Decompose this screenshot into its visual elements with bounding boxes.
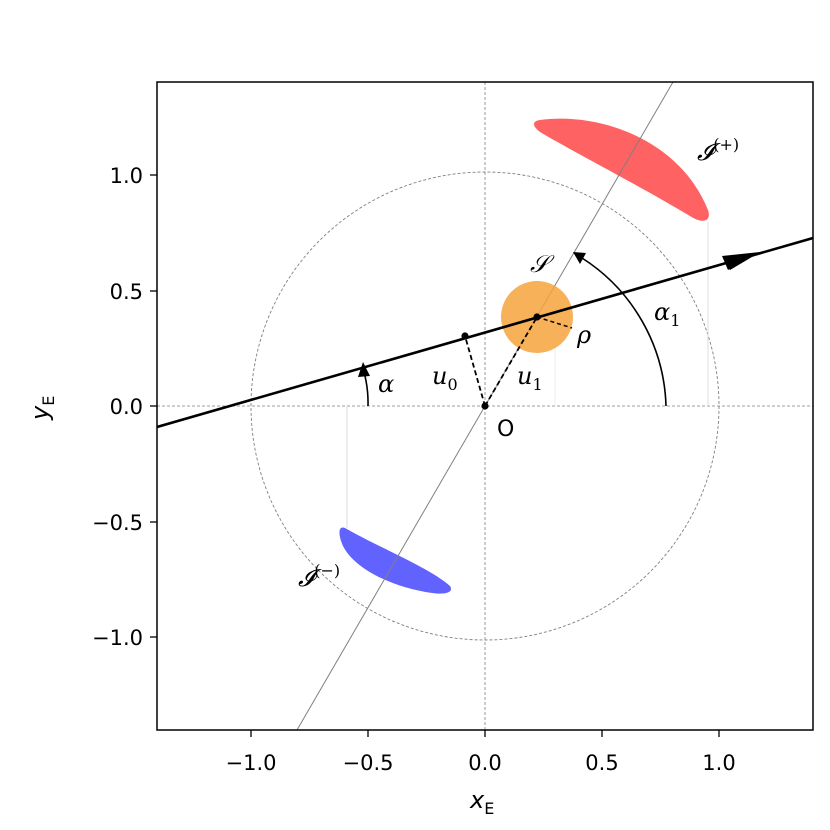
trajectory-arrowhead-fill [722, 252, 760, 270]
rho-label: ρ [576, 321, 591, 349]
alpha1-arc-arrowhead [573, 252, 586, 264]
alpha1-arc [581, 257, 667, 407]
x-axis-title: xE [469, 786, 494, 818]
alpha-arc-arrowhead [358, 362, 370, 377]
x-tick-label: −0.5 [343, 751, 394, 775]
y-tick-label: −0.5 [92, 511, 143, 535]
u0-label: u0 [432, 362, 458, 394]
x-tick-label: 0.5 [585, 751, 618, 775]
einstein-ring [250, 171, 720, 641]
y-tick-label: 1.0 [110, 164, 143, 188]
x-tick-label: 0.0 [468, 751, 501, 775]
image-plus-shape [534, 118, 709, 221]
x-tick-label: −1.0 [226, 751, 277, 775]
alpha-label: α [378, 370, 394, 398]
y-tick-label: 0.5 [110, 280, 143, 304]
u0-segment [464, 335, 486, 407]
alpha1-label: α1 [654, 298, 680, 330]
origin-point [481, 402, 489, 410]
y-axis-title-group: yE [26, 396, 58, 421]
x-ticks [250, 730, 720, 737]
y-tick-label: −1.0 [92, 626, 143, 650]
u1-segment [484, 316, 538, 407]
y-tick-label: 0.0 [110, 395, 143, 419]
image-minus-label: 𝓘(−) [298, 561, 340, 592]
y-axis-title: yE [26, 396, 58, 421]
rho-segment [536, 316, 573, 329]
origin-label: O [497, 417, 514, 442]
source-center-point [533, 313, 541, 321]
u0-point [461, 332, 469, 340]
trajectory-line [157, 236, 813, 429]
x-tick-label: 1.0 [702, 751, 735, 775]
u1-label: u1 [517, 362, 543, 394]
y-ticks [150, 174, 157, 638]
